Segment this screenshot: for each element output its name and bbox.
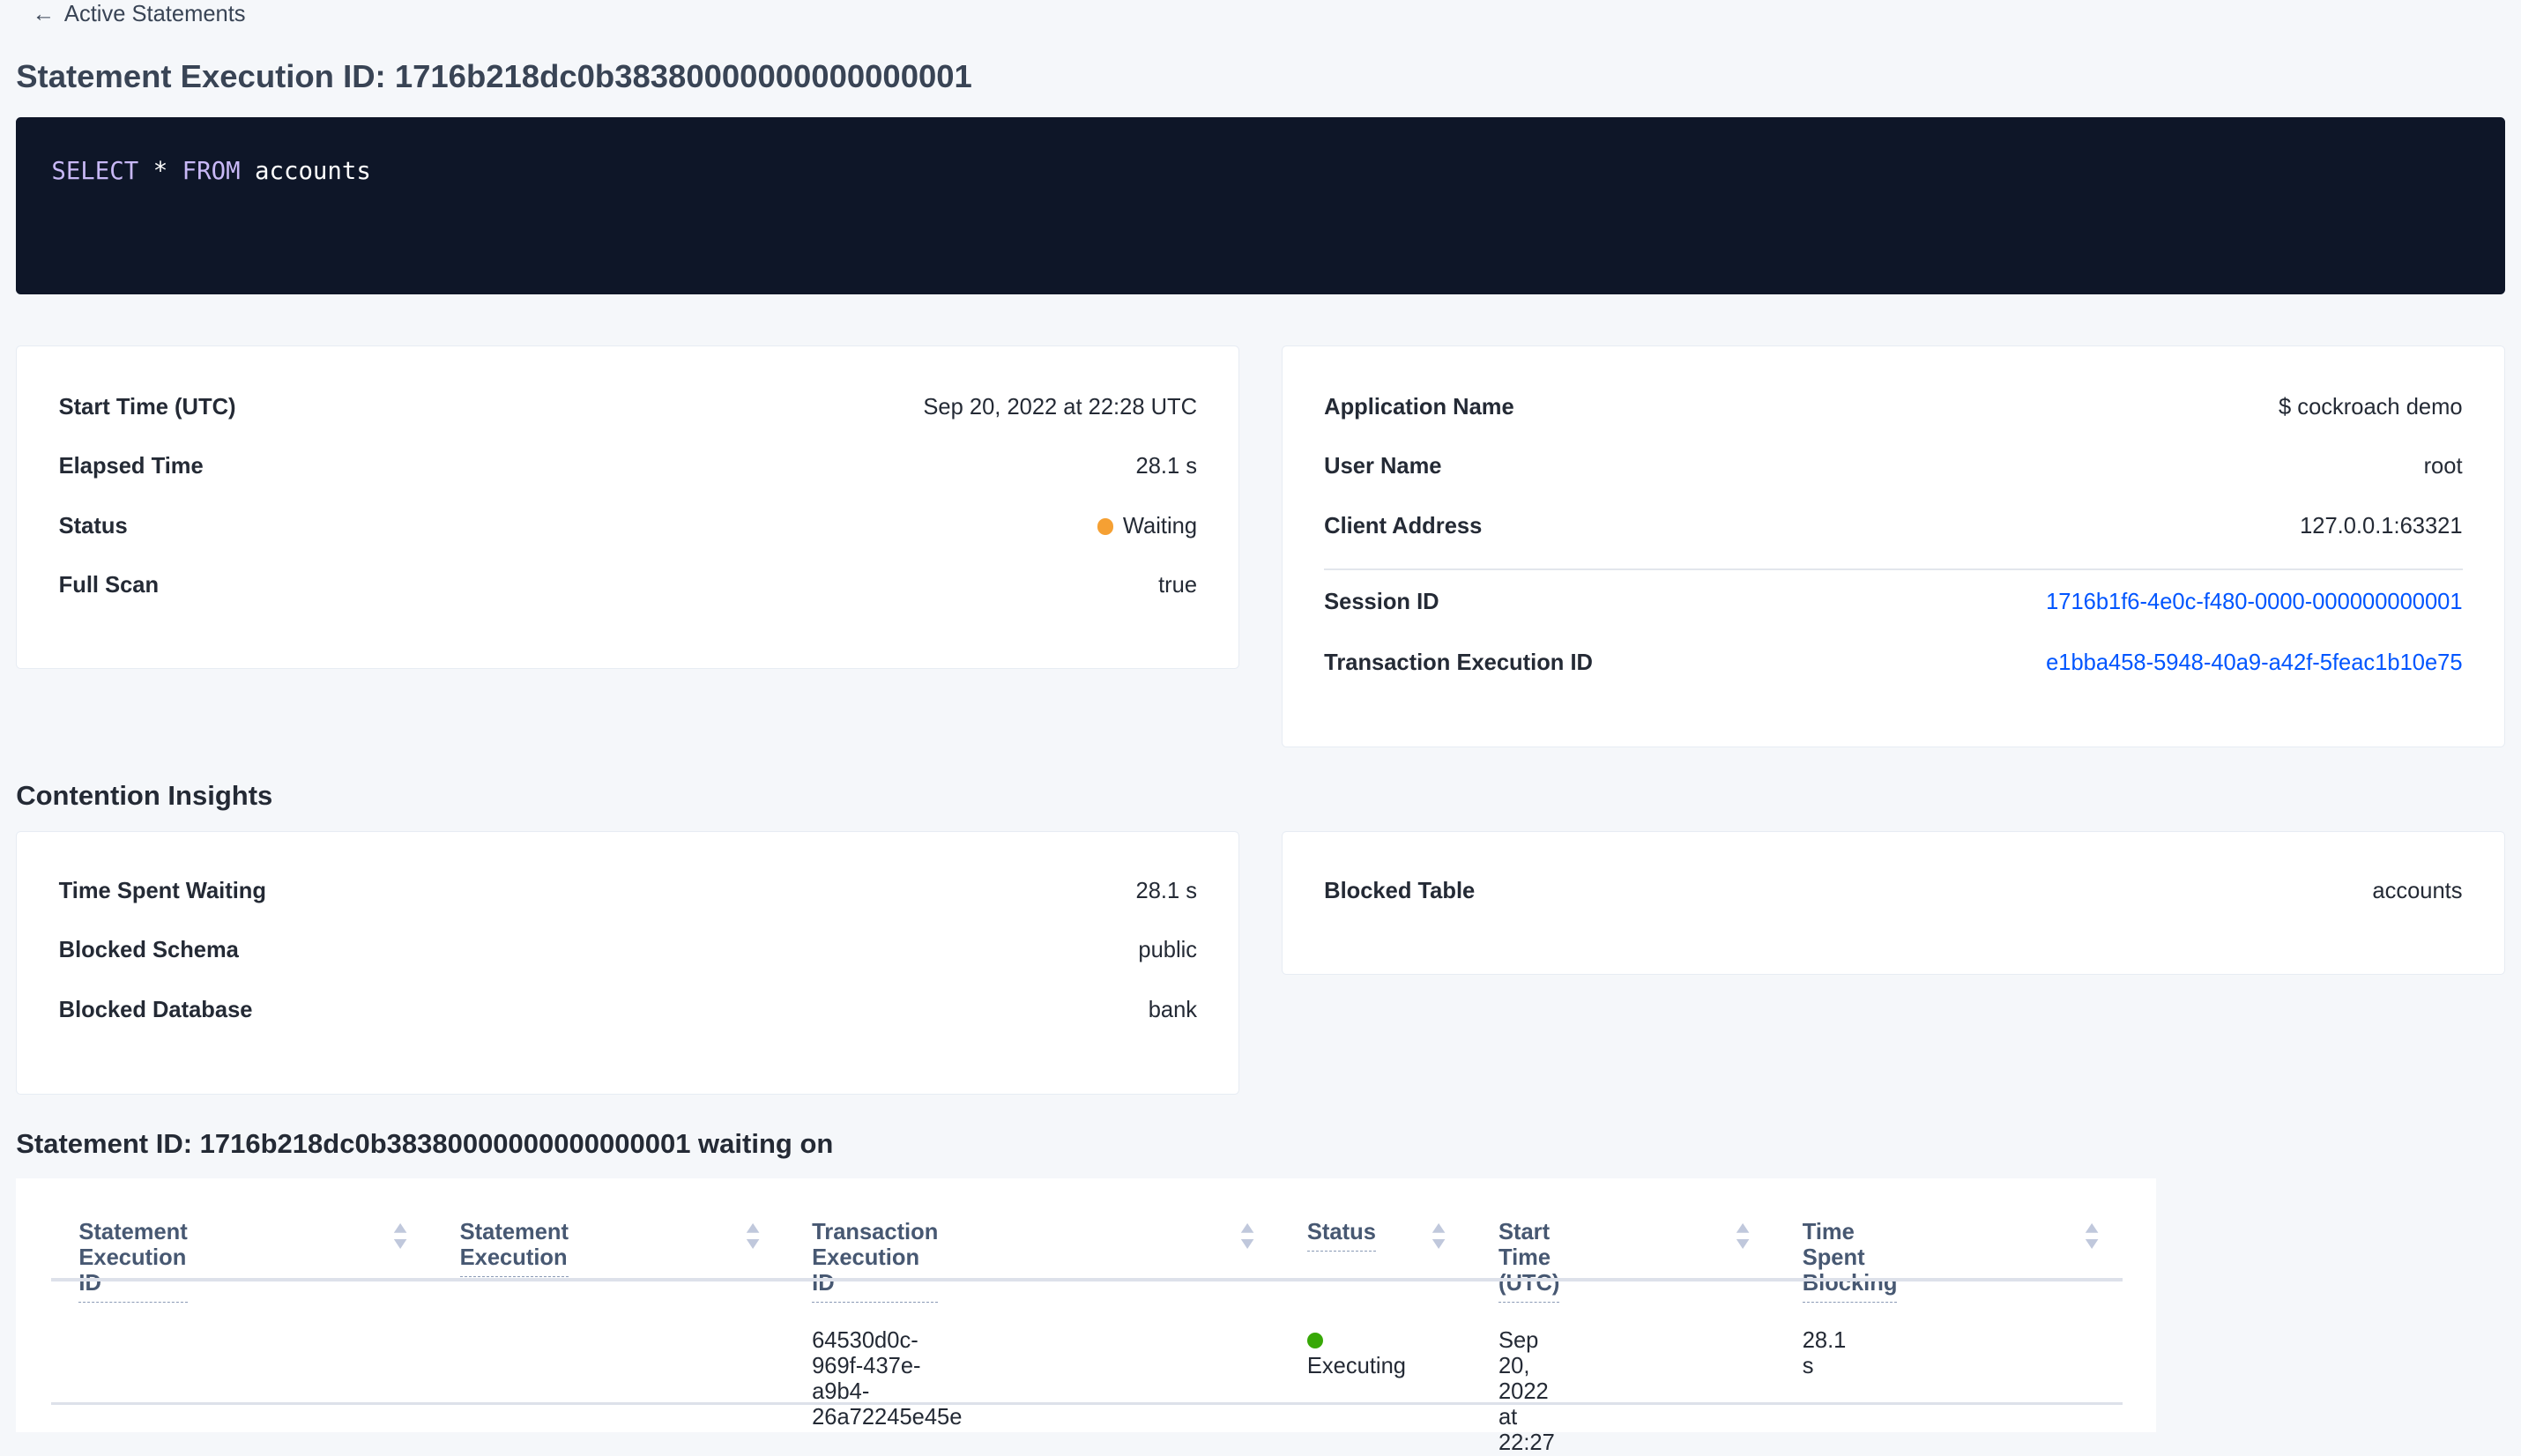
column-header-transaction-execution-id[interactable]: Transaction Execution ID [812,1220,939,1303]
cell-start-time: Sep 20, 2022 at 22:27 [1498,1327,1555,1455]
row-time-waiting: Time Spent Waiting 28.1 s [59,879,1197,910]
page-title: Statement Execution ID: 1716b218dc0b3838… [16,57,972,94]
session-id-link[interactable]: 1716b1f6-4e0c-f480-0000-000000000001 [2046,589,2463,614]
row-client-address: Client Address 127.0.0.1:63321 [1324,514,2462,546]
label: Session ID [1324,589,1439,614]
value: accounts [2372,878,2463,903]
sort-icon[interactable] [1239,1222,1255,1251]
label: Full Scan [58,573,160,598]
label: Time Spent Waiting [58,878,266,903]
divider [1324,568,2463,570]
sql-star: * [152,157,168,185]
sort-icon[interactable] [392,1222,408,1251]
label: Elapsed Time [58,454,204,479]
contention-card-left: Time Spent Waiting 28.1 s Blocked Schema p… [16,831,1240,1096]
value: 28.1 s [1135,878,1198,903]
column-header-status[interactable]: Status [1306,1220,1376,1252]
label: Start Time (UTC) [58,394,236,420]
status-dot-icon [1097,518,1113,535]
summary-card-left: Start Time (UTC) Sep 20, 2022 at 22:28 UT… [16,345,1240,669]
row-start-time: Start Time (UTC) Sep 20, 2022 at 22:28 UT… [59,395,1197,427]
header-divider [51,1278,2123,1281]
label: Status [58,513,128,539]
status-text: Waiting [1122,513,1198,539]
cell-transaction-execution-id: 64530d0c-969f-437e-a9b4-26a72245e45e [812,1327,963,1430]
sql-keyword: FROM [182,157,241,185]
value: root [2423,454,2463,479]
row-elapsed-time: Elapsed Time 28.1 s [59,454,1197,486]
waiting-heading: Statement ID: 1716b218dc0b38380000000000… [16,1128,834,1160]
column-header-time-spent-blocking[interactable]: Time Spent Blocking [1802,1220,1898,1303]
waiting-table [16,1177,2156,1433]
label: Blocked Table [1324,878,1476,903]
value: public [1138,938,1198,963]
sort-icon[interactable] [745,1222,761,1251]
sql-keyword: SELECT [51,157,139,185]
arrow-left-icon: ← [32,1,55,26]
contention-heading: Contention Insights [16,779,273,811]
row-blocked-database: Blocked Database bank [59,998,1197,1029]
value: Sep 20, 2022 at 22:28 UTC [923,394,1198,420]
contention-card-right: Blocked Table accounts [1281,831,2505,975]
label: Application Name [1324,394,1514,420]
row-divider [51,1401,2123,1406]
cell-time-spent-blocking: 28.1 s [1802,1327,1847,1378]
row-transaction-id: Transaction Execution ID e1bba458-5948-40… [1324,650,2462,682]
label: Client Address [1324,513,1483,539]
row-status: Status Waiting [59,514,1197,546]
row-user-name: User Name root [1324,454,2462,486]
label: Transaction Execution ID [1324,650,1593,675]
column-header-start-time[interactable]: Start Time (UTC) [1498,1220,1560,1303]
transaction-id-link[interactable]: e1bba458-5948-40a9-a42f-5feac1b10e75 [2046,650,2463,675]
sort-icon[interactable] [2084,1222,2100,1251]
sort-icon[interactable] [1431,1222,1446,1251]
status-badge: Waiting [1097,514,1197,539]
cell-status: Executing [1306,1328,1406,1379]
sql-code-block: SELECT * FROM accounts [16,117,2505,294]
back-link[interactable]: ← Active Statements [32,2,245,27]
status-dot-icon [1306,1333,1324,1349]
row-application-name: Application Name $ cockroach demo [1324,395,2462,427]
row-full-scan: Full Scan true [59,573,1197,605]
row-blocked-table: Blocked Table accounts [1324,879,2462,910]
column-header-statement-execution[interactable]: Statement Execution [459,1220,569,1277]
back-link-label: Active Statements [63,1,246,26]
sql-table: accounts [255,157,371,185]
row-session-id: Session ID 1716b1f6-4e0c-f480-0000-000000… [1324,590,2462,621]
summary-card-right: Application Name $ cockroach demo User Na… [1281,345,2505,748]
label: User Name [1324,454,1442,479]
label: Blocked Schema [58,938,239,963]
value: bank [1148,997,1198,1022]
value: true [1158,573,1198,598]
value: $ cockroach demo [2279,394,2463,420]
row-blocked-schema: Blocked Schema public [59,938,1197,969]
value: 28.1 s [1135,454,1198,479]
column-header-statement-execution-id[interactable]: Statement Execution ID [78,1220,188,1303]
sort-icon[interactable] [1735,1222,1751,1251]
status-text: Executing [1306,1353,1406,1378]
value: 127.0.0.1:63321 [2300,513,2463,539]
label: Blocked Database [58,997,253,1022]
